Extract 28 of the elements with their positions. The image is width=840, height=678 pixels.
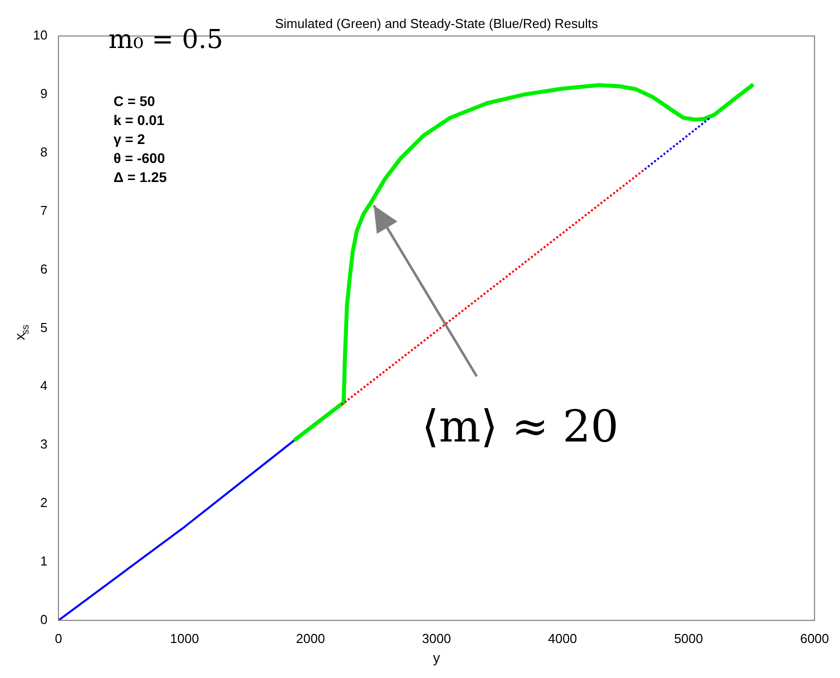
y-tick-label: 9 <box>40 86 48 102</box>
x-tick-label: 0 <box>54 630 62 646</box>
annotation: m₀ = 0.5 <box>108 25 224 55</box>
y-tick-label: 4 <box>40 378 48 394</box>
x-tick-label: 6000 <box>800 630 829 646</box>
y-tick-label: 6 <box>40 261 48 276</box>
annotation: θ = -600 <box>113 150 166 166</box>
y-tick-label: 8 <box>40 144 48 160</box>
y-tick-label: 1 <box>40 554 48 569</box>
annotation: Δ = 1.25 <box>113 169 167 185</box>
x-axis-title: y <box>433 649 440 666</box>
x-tick-label: 2000 <box>296 630 325 646</box>
annotation: C = 50 <box>113 93 156 109</box>
y-axis-title: xss <box>11 324 32 340</box>
y-tick-label: 10 <box>32 28 48 43</box>
y-tick-label: 5 <box>40 320 48 335</box>
annotation: k = 0.01 <box>113 112 165 128</box>
y-tick-label: 7 <box>40 202 48 218</box>
x-tick-label: 5000 <box>674 630 703 646</box>
x-tick-label: 3000 <box>422 630 451 646</box>
x-tick-label: 4000 <box>548 630 577 646</box>
y-tick-label: 3 <box>40 436 48 452</box>
annotation: γ = 2 <box>113 131 146 147</box>
chart-title: Simulated (Green) and Steady-State (Blue/Red) Results <box>275 16 598 31</box>
x-tick-label: 1000 <box>170 630 199 646</box>
annotation: ⟨m⟩ ≈ 20 <box>422 401 619 452</box>
y-tick-label: 2 <box>40 495 48 510</box>
y-tick-label: 0 <box>40 612 48 627</box>
